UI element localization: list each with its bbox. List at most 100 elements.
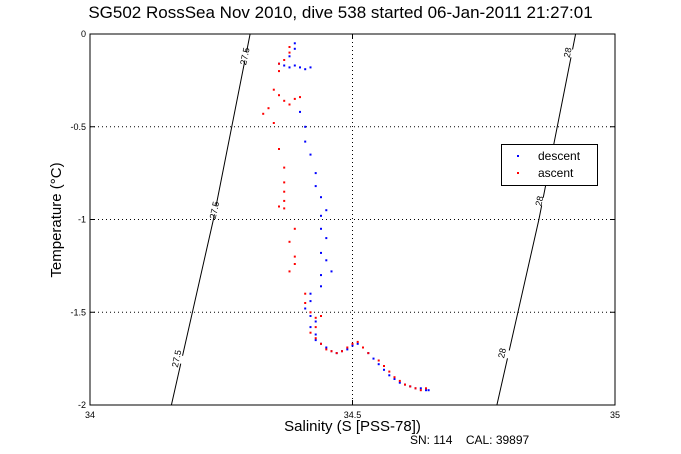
data-point-descent xyxy=(309,315,312,317)
y-tick-label: 0 xyxy=(81,29,86,39)
isopycnal-label: 28 xyxy=(533,195,545,207)
data-point-ascent xyxy=(425,387,427,390)
data-point-descent xyxy=(283,64,286,67)
data-point-ascent xyxy=(404,383,406,386)
data-point-ascent xyxy=(278,205,280,208)
data-point-descent xyxy=(325,346,328,349)
isopycnal-line xyxy=(170,33,251,406)
data-point-ascent xyxy=(267,107,270,110)
data-point-descent xyxy=(314,333,317,336)
legend-marker-descent xyxy=(517,155,519,157)
data-point-ascent xyxy=(278,70,280,73)
data-point-ascent xyxy=(299,96,301,99)
data-point-descent xyxy=(330,270,333,273)
isopycnal-label-bg xyxy=(527,194,551,208)
data-point-ascent xyxy=(293,227,296,230)
data-point-descent xyxy=(304,307,307,310)
data-point-ascent xyxy=(272,88,275,91)
data-point-descent xyxy=(293,47,296,50)
serial-number: SN: 114 xyxy=(410,433,453,447)
data-point-ascent xyxy=(314,337,317,340)
data-point-ascent xyxy=(346,346,349,349)
data-point-descent xyxy=(314,320,317,323)
x-tick-label: 35 xyxy=(610,410,620,420)
data-point-descent xyxy=(325,259,328,262)
isopycnal-label-bg xyxy=(165,352,189,365)
data-point-ascent xyxy=(288,270,291,273)
isopycnal-label: 27.5 xyxy=(208,201,221,220)
isopycnal-label-bg xyxy=(556,46,580,59)
data-point-ascent xyxy=(320,342,322,345)
data-point-ascent xyxy=(293,97,296,100)
y-tick-label: -1.5 xyxy=(70,307,86,317)
y-axis-label: Temperature (°C) xyxy=(48,162,65,278)
data-point-descent xyxy=(299,66,301,69)
data-point-descent xyxy=(325,237,328,240)
data-point-ascent xyxy=(288,103,291,106)
data-point-ascent xyxy=(283,181,286,184)
data-point-descent xyxy=(320,285,322,288)
data-point-descent xyxy=(304,125,307,128)
data-point-ascent xyxy=(283,59,286,61)
data-point-descent xyxy=(288,66,291,69)
isopycnal-line xyxy=(496,33,577,406)
data-point-descent xyxy=(320,196,322,199)
data-point-descent xyxy=(309,153,312,156)
legend-entry-descent: descent xyxy=(502,149,597,165)
x-axis-label: Salinity (S [PSS-78]) xyxy=(284,418,421,435)
data-point-ascent xyxy=(288,51,291,54)
data-point-descent xyxy=(320,214,322,217)
data-point-descent xyxy=(427,389,430,392)
data-point-ascent xyxy=(283,207,286,210)
data-point-ascent xyxy=(288,46,291,48)
legend-label-ascent: ascent xyxy=(538,166,574,180)
data-point-descent xyxy=(383,368,385,371)
data-point-ascent xyxy=(283,99,286,102)
isopycnal-label-bg xyxy=(202,204,227,217)
data-point-ascent xyxy=(341,350,343,353)
data-point-descent xyxy=(398,381,401,384)
x-tick-label: 34 xyxy=(85,410,95,420)
series-descent xyxy=(278,42,430,392)
data-point-descent xyxy=(299,110,301,113)
data-point-descent xyxy=(309,292,312,295)
data-point-descent xyxy=(320,227,322,230)
data-point-descent xyxy=(304,140,307,143)
data-point-ascent xyxy=(362,346,364,349)
data-point-ascent xyxy=(309,331,312,334)
data-point-descent xyxy=(314,185,317,188)
data-point-ascent xyxy=(293,255,296,258)
data-point-ascent xyxy=(409,385,412,388)
data-point-descent xyxy=(304,68,307,71)
data-point-descent xyxy=(293,42,296,45)
y-tick-label: -2 xyxy=(78,400,86,410)
data-point-ascent xyxy=(309,311,312,314)
data-point-descent xyxy=(388,374,391,377)
isopycnal-label: 27.5 xyxy=(238,47,251,66)
data-point-descent xyxy=(314,172,317,175)
data-point-descent xyxy=(325,209,328,212)
data-point-descent xyxy=(309,300,312,303)
data-point-ascent xyxy=(377,359,380,362)
data-point-descent xyxy=(320,251,322,254)
data-point-ascent xyxy=(351,342,354,345)
footnote: SN: 114 CAL: 39897 xyxy=(410,433,539,447)
data-point-ascent xyxy=(330,350,333,353)
data-point-descent xyxy=(309,66,312,69)
data-point-descent xyxy=(393,378,396,380)
data-point-ascent xyxy=(325,348,328,351)
data-point-ascent xyxy=(335,352,338,355)
isopycnal-label-bg xyxy=(490,346,514,360)
data-point-ascent xyxy=(288,240,291,243)
data-point-ascent xyxy=(304,302,307,304)
data-point-ascent xyxy=(383,365,385,367)
data-point-descent xyxy=(351,344,354,347)
data-point-descent xyxy=(372,357,375,360)
data-point-ascent xyxy=(320,315,322,317)
data-point-descent xyxy=(377,363,380,366)
data-point-descent xyxy=(425,389,427,392)
data-point-ascent xyxy=(293,263,296,265)
data-point-ascent xyxy=(356,340,359,343)
plot-frame xyxy=(89,33,616,406)
